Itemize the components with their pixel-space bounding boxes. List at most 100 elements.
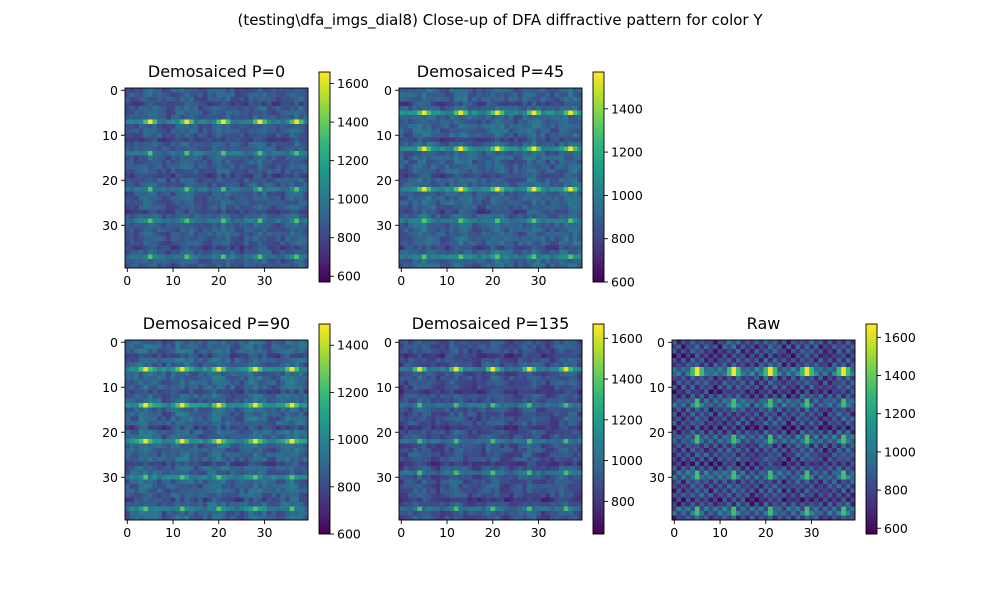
heatmap-cell — [275, 232, 281, 237]
heatmap-cell — [504, 223, 510, 228]
heatmap-cell — [444, 160, 450, 165]
heatmap-cell — [129, 439, 135, 444]
heatmap-cell — [170, 416, 176, 422]
heatmap-cell — [294, 452, 300, 458]
heatmap-cell — [248, 479, 254, 485]
heatmap-cell — [472, 88, 478, 93]
heatmap-cell — [170, 245, 176, 251]
heatmap-cell — [161, 385, 167, 390]
heatmap-cell — [225, 452, 231, 458]
heatmap-cell — [179, 142, 185, 147]
heatmap-cell — [517, 209, 523, 215]
heatmap-cell — [536, 218, 542, 224]
heatmap-cell — [572, 92, 578, 98]
heatmap-cell — [472, 218, 478, 224]
heatmap-cell — [522, 254, 528, 260]
heatmap-cell — [134, 128, 140, 134]
heatmap-cell — [298, 88, 304, 93]
heatmap-cell — [527, 106, 533, 111]
heatmap-cell — [211, 241, 217, 246]
heatmap-cell — [216, 448, 222, 453]
heatmap-cell — [280, 452, 286, 458]
heatmap-cell — [125, 259, 130, 264]
heatmap-cell — [476, 128, 482, 134]
heatmap-cell — [189, 128, 194, 134]
heatmap-cell — [157, 191, 162, 197]
heatmap-cell — [202, 407, 208, 413]
heatmap-cell — [161, 254, 167, 260]
heatmap-cell — [243, 236, 249, 242]
heatmap-cell — [161, 380, 167, 386]
heatmap-cell — [143, 403, 149, 408]
heatmap-cell — [289, 119, 295, 125]
heatmap-cell — [266, 223, 272, 228]
heatmap-cell — [421, 259, 427, 264]
heatmap-cell — [549, 101, 555, 107]
heatmap-cell — [129, 187, 135, 192]
heatmap-cell — [435, 169, 441, 174]
heatmap-cell — [577, 92, 583, 98]
heatmap-cell — [166, 461, 172, 467]
heatmap-cell — [184, 205, 190, 210]
heatmap-cell — [230, 232, 236, 237]
heatmap-cell — [243, 106, 249, 111]
heatmap-cell — [198, 502, 204, 507]
heatmap-cell — [202, 380, 208, 386]
colorbar-swatch — [593, 138, 604, 143]
heatmap-cell — [211, 214, 217, 219]
heatmap-cell — [225, 214, 231, 219]
heatmap-cell — [175, 236, 181, 242]
heatmap-cell — [207, 506, 213, 512]
heatmap-cell — [463, 214, 468, 219]
heatmap-cell — [175, 376, 181, 381]
heatmap-cell — [134, 407, 140, 413]
heatmap-cell — [495, 178, 500, 183]
heatmap-cell — [125, 439, 130, 444]
heatmap-cell — [458, 128, 464, 134]
heatmap-cell — [289, 124, 295, 129]
heatmap-cell — [125, 232, 130, 237]
heatmap-cell — [170, 101, 176, 107]
heatmap-cell — [549, 119, 555, 125]
heatmap-cell — [280, 398, 286, 404]
heatmap-cell — [234, 223, 240, 228]
heatmap-cell — [476, 263, 482, 269]
colorbar-frame — [318, 71, 331, 283]
heatmap-cell — [225, 259, 231, 264]
heatmap-cell — [554, 164, 560, 170]
heatmap-cell — [458, 106, 464, 111]
heatmap-cell — [527, 101, 533, 107]
heatmap-cell — [152, 124, 158, 129]
heatmap-cell — [463, 169, 468, 174]
heatmap-cell — [531, 259, 537, 264]
heatmap-cell — [125, 236, 130, 242]
heatmap-cell — [545, 155, 551, 161]
heatmap-cell — [572, 101, 578, 107]
heatmap-cell — [207, 475, 213, 480]
heatmap-cell — [152, 497, 158, 503]
heatmap-cell — [257, 466, 263, 471]
heatmap-cell — [289, 398, 295, 404]
heatmap-cell — [490, 218, 496, 224]
heatmap-cell — [143, 133, 149, 138]
heatmap-cell — [499, 146, 505, 152]
heatmap-cell — [138, 439, 144, 444]
heatmap-cell — [243, 367, 249, 372]
heatmap-cell — [216, 466, 222, 471]
heatmap-cell — [490, 92, 496, 98]
heatmap-cell — [522, 223, 528, 228]
heatmap-cell — [285, 259, 291, 264]
heatmap-cell — [563, 115, 569, 120]
heatmap-cell — [549, 151, 555, 156]
heatmap-cell — [481, 254, 487, 260]
heatmap-cell — [125, 470, 130, 476]
heatmap-cell — [495, 128, 500, 134]
heatmap-cell — [271, 493, 277, 498]
heatmap-cell — [198, 133, 204, 138]
heatmap-cell — [275, 439, 281, 444]
heatmap-cell — [563, 146, 569, 152]
heatmap-cell — [476, 241, 482, 246]
heatmap-cell — [239, 412, 245, 417]
heatmap-cell — [143, 425, 149, 431]
colorbar-swatch — [593, 247, 604, 251]
